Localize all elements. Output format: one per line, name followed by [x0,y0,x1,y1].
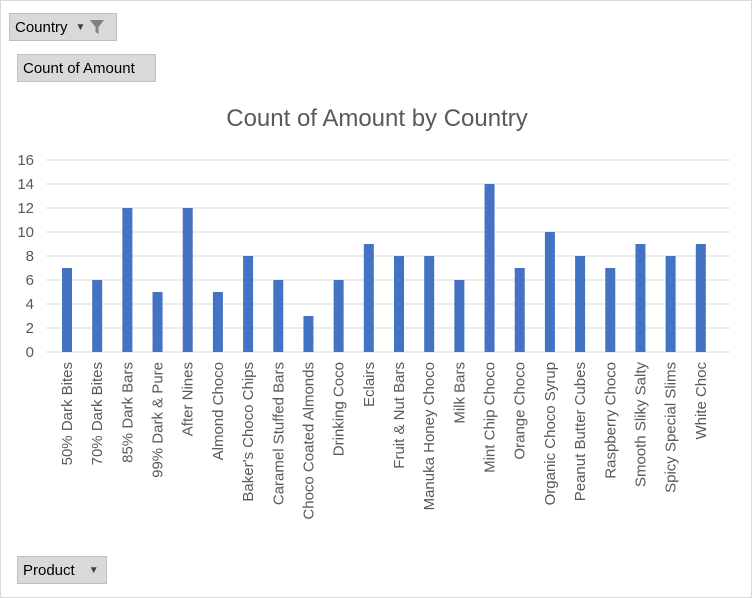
x-tick-label: Drinking Coco [331,362,348,456]
x-tick-label: Eclairs [361,362,378,407]
bar [152,292,163,352]
bar [695,244,706,352]
x-tick-label: Smooth Sliky Salty [632,362,649,488]
x-tick-label: Baker's Choco Chips [240,362,257,502]
x-tick-label: Peanut Butter Cubes [572,362,589,501]
x-tick-label: Milk Bars [451,362,468,424]
bar [333,280,344,352]
x-tick-label: White Choc [693,362,710,440]
x-tick-label: Almond Choco [210,362,227,460]
y-tick-label: 10 [17,224,34,241]
country-filter-button[interactable]: Country ▼ [9,13,117,41]
bar [575,256,586,352]
y-tick-label: 16 [17,152,34,169]
product-axis-label: Product [23,561,75,579]
bar [544,232,555,352]
bar [514,268,525,352]
y-tick-label: 6 [26,272,34,289]
x-tick-label: Orange Choco [512,362,529,460]
x-tick-label: Mint Chip Choco [482,362,499,473]
y-tick-label: 8 [26,248,34,265]
bar [363,244,374,352]
bar [212,292,223,352]
x-tick-label: Choco Coated Almonds [300,362,317,520]
y-tick-label: 0 [26,344,34,361]
bar [92,280,103,352]
product-axis-button[interactable]: Product ▼ [17,556,107,584]
x-tick-label: Raspberry Choco [602,362,619,479]
x-tick-label: 70% Dark Bites [89,362,106,465]
bar [62,268,72,352]
y-axis: 0 2 4 6 8 10 12 14 16 [17,152,34,361]
value-field-label: Count of Amount [23,59,135,77]
x-tick-label: 85% Dark Bars [119,362,136,463]
x-tick-label: Fruit & Nut Bars [391,362,408,469]
dropdown-arrow-icon: ▼ [88,564,99,576]
x-tick-label: After Nines [180,362,197,436]
bar [454,280,465,352]
x-tick-label: 99% Dark & Pure [150,362,167,478]
bar [303,316,314,352]
bar [122,208,133,352]
bars [62,184,706,352]
y-tick-label: 12 [17,200,34,217]
bar [605,268,616,352]
bar [394,256,404,352]
value-field-button[interactable]: Count of Amount [17,54,156,82]
bar [665,256,676,352]
bar [424,256,435,352]
country-filter-label: Country [15,18,68,36]
bar [182,208,193,352]
y-tick-label: 14 [17,176,34,193]
x-tick-label: Spicy Special Slims [663,362,680,493]
bar [635,244,646,352]
dropdown-arrow-icon: ▼ [75,21,86,33]
x-tick-label: 50% Dark Bites [59,362,76,465]
bar [243,256,254,352]
bar [273,280,284,352]
x-tick-label: Caramel Stuffed Bars [270,362,287,505]
y-tick-label: 4 [26,296,34,313]
bar [484,184,495,352]
y-tick-label: 2 [26,320,34,337]
x-tick-label: Manuka Honey Choco [421,362,438,510]
x-tick-label: Organic Choco Syrup [542,362,559,505]
chart-title: Count of Amount by Country [226,105,528,132]
gridlines [46,159,730,353]
filter-funnel-icon [89,19,105,35]
x-axis: 50% Dark Bites 70% Dark Bites 85% Dark Bar… [59,362,710,520]
